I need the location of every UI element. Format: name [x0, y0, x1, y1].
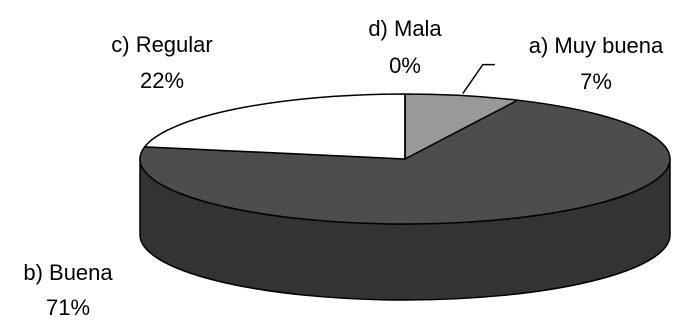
leader-line-muy-buena: [462, 63, 495, 94]
leader-lines: [462, 63, 495, 94]
pie-top-layer: [139, 93, 671, 225]
slice-regular: [143, 93, 406, 160]
slice-buena: [139, 99, 671, 225]
slice-label-mala: d) Mala: [368, 16, 442, 41]
slice-pct-buena: 71%: [46, 295, 90, 320]
slice-label-buena: b) Buena: [23, 260, 113, 285]
slice-pct-muy-buena: 7%: [580, 69, 612, 94]
slice-pct-mala: 0%: [389, 53, 421, 78]
slice-label-muy-buena: a) Muy buena: [529, 33, 664, 58]
slice-muy-buena: [404, 93, 519, 160]
slice-label-regular: c) Regular: [111, 32, 212, 57]
slice-pct-regular: 22%: [140, 68, 184, 93]
